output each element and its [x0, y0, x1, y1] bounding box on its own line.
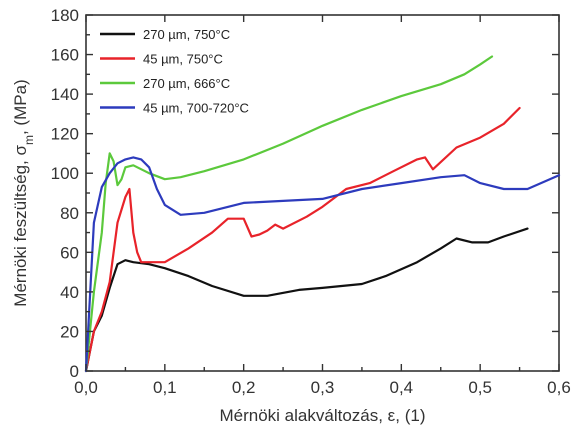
legend-label-2: 45 µm, 750°C	[143, 52, 223, 67]
plot-frame	[85, 14, 560, 372]
y-tick-label: 80	[60, 204, 79, 223]
y-tick-label: 160	[51, 46, 79, 65]
y-axis-title-main: Mérnöki feszültség, σ	[11, 145, 30, 307]
y-tick-label: 0	[70, 362, 79, 381]
y-tick-label: 100	[51, 164, 79, 183]
y-tick-label: 40	[60, 283, 79, 302]
x-tick-label: 0,3	[311, 378, 335, 397]
y-tick-label: 120	[51, 125, 79, 144]
x-axis-title: Mérnöki alakváltozás, ε, (1)	[220, 406, 426, 425]
y-axis-title-subscript: m	[22, 135, 36, 145]
series-line-3	[84, 55, 494, 373]
series-line-2	[84, 106, 521, 373]
series-line-4	[84, 156, 561, 373]
x-tick-label: 0,0	[74, 378, 98, 397]
x-tick-label: 0,2	[232, 378, 256, 397]
y-axis-title: Mérnöki feszültség, σm, (MPa)	[11, 79, 36, 306]
legend-label-1: 270 µm, 750°C	[143, 27, 230, 42]
y-tick-label: 140	[51, 85, 79, 104]
legend-label-3: 270 µm, 666°C	[143, 76, 230, 91]
series-line-1	[84, 227, 529, 373]
x-tick-label: 0,5	[468, 378, 492, 397]
y-tick-label: 180	[51, 6, 79, 25]
x-tick-label: 0,4	[390, 378, 414, 397]
x-tick-label: 0,6	[547, 378, 571, 397]
y-axis-title-tail: , (MPa)	[11, 79, 30, 135]
plot-area	[85, 14, 560, 372]
legend-label-4: 45 µm, 700-720°C	[143, 101, 249, 116]
legend: 270 µm, 750°C 45 µm, 750°C 270 µm, 666°C 45…	[100, 27, 249, 116]
series-lines	[84, 55, 561, 373]
x-tick-label: 0,1	[153, 378, 177, 397]
y-tick-label: 20	[60, 322, 79, 341]
y-tick-label: 60	[60, 243, 79, 262]
axes: 0,0 0,1 0,2 0,3 0,4 0,5 0,6 0 20 40 60 80 100 120 140 1…	[11, 6, 571, 425]
